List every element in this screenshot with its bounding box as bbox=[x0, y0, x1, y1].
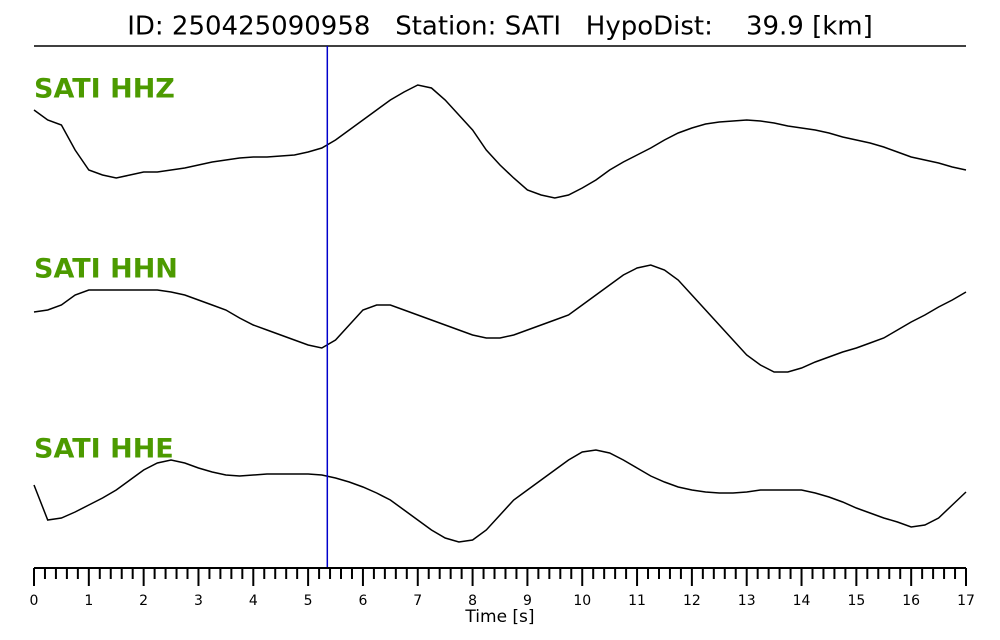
x-tick-label: 10 bbox=[573, 593, 591, 609]
x-tick-label: 7 bbox=[413, 593, 422, 609]
trace-label: SATI HHZ bbox=[34, 74, 175, 105]
x-tick-label: 13 bbox=[738, 593, 756, 609]
x-tick-label: 8 bbox=[468, 593, 477, 609]
x-tick-label: 9 bbox=[523, 593, 532, 609]
x-tick-label: 0 bbox=[30, 593, 39, 609]
trace-label: SATI HHN bbox=[34, 254, 178, 285]
x-tick-label: 17 bbox=[957, 593, 975, 609]
x-tick-label: 15 bbox=[847, 593, 865, 609]
x-tick-label: 12 bbox=[683, 593, 701, 609]
x-tick-label: 14 bbox=[793, 593, 811, 609]
waveform bbox=[33, 264, 967, 373]
x-tick-label: 2 bbox=[139, 593, 148, 609]
x-tick-label: 16 bbox=[902, 593, 920, 609]
waveform bbox=[33, 84, 967, 199]
waveform bbox=[33, 449, 967, 543]
x-tick-label: 11 bbox=[628, 593, 646, 609]
x-tick-label: 4 bbox=[249, 593, 258, 609]
x-axis-label: Time [s] bbox=[464, 607, 534, 627]
x-tick-label: 3 bbox=[194, 593, 203, 609]
x-tick-label: 5 bbox=[304, 593, 313, 609]
trace-label: SATI HHE bbox=[34, 434, 174, 465]
x-tick-label: 6 bbox=[358, 593, 367, 609]
chart-title: ID: 250425090958 Station: SATI HypoDist:… bbox=[127, 12, 873, 42]
x-tick-label: 1 bbox=[84, 593, 93, 609]
